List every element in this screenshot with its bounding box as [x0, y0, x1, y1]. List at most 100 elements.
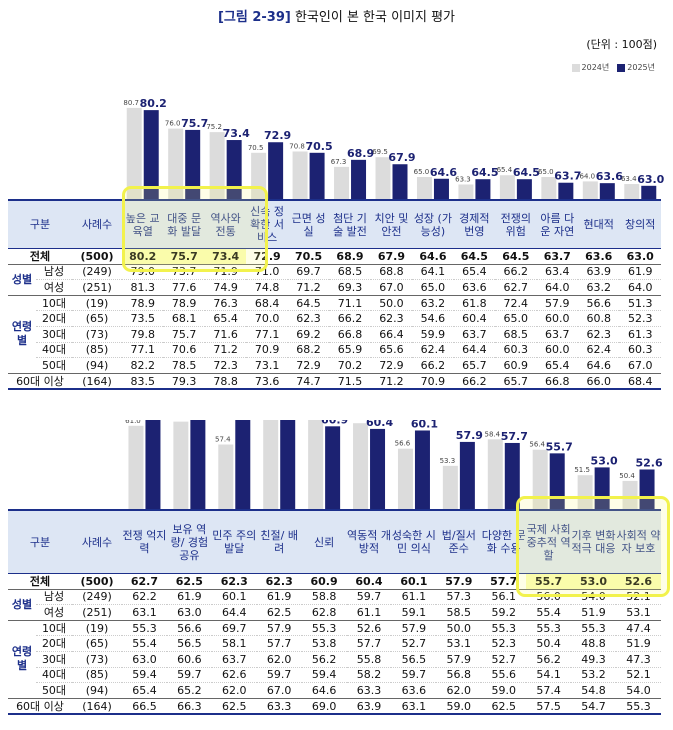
table-cell: 65.7	[453, 357, 496, 374]
bar-chart-bottom: 61.062.761.862.557.462.362.762.363.160.9…	[125, 420, 663, 509]
bar-2024	[532, 449, 548, 509]
data-label-2024: 70.5	[248, 144, 264, 152]
header-cat-9: 국제 사회 중추적 역할	[526, 509, 572, 574]
table-cell: 67.0	[370, 279, 413, 296]
table-cell: 77.1	[246, 326, 288, 343]
legend-label-2025: 2025년	[627, 63, 655, 72]
header-category: 구분	[8, 509, 72, 574]
table-cell: 59.7	[391, 667, 437, 684]
data-label-2025: 60.4	[366, 420, 393, 429]
table-cell: 78.9	[163, 294, 205, 312]
table-cell: 62.3	[370, 310, 413, 327]
table-cell: 68.4	[246, 294, 288, 312]
header-cat-7: 성장 (가능성)	[412, 199, 454, 249]
table-cell: 60.0	[536, 342, 578, 359]
table-cell: 69.2	[287, 326, 330, 343]
table-cell: 48.8	[571, 635, 616, 652]
bar-2025	[516, 179, 532, 199]
data-label-2024: 61.5	[350, 420, 366, 422]
table-cell: 50.0	[436, 619, 482, 637]
header-cat-3: 신속 정확한 서비스	[246, 199, 288, 249]
table-cell: 65.2	[166, 682, 212, 699]
header-cat-5: 첨단 기술 발전	[329, 199, 371, 249]
table-cell: 66.8	[329, 326, 371, 343]
table-cell: 68.1	[163, 310, 205, 327]
table-cell: 74.8	[246, 279, 288, 296]
table-cell: 72.9	[246, 248, 288, 265]
row-label-female: 여성	[36, 279, 72, 296]
table-cell: 54.7	[571, 697, 616, 716]
data-label-2024: 65.0	[414, 168, 430, 176]
table-cell: 64.6	[577, 357, 620, 374]
table-row-total: 전체 (500) 62.7 62.5 62.3 62.3 60.9 60.4 60.1 57.9 5…	[8, 573, 661, 590]
table-cell: 63.7	[453, 326, 496, 343]
table-cell: 55.3	[122, 619, 167, 637]
table-cell: 54.0	[615, 682, 661, 699]
row-label-a20: 20대	[36, 310, 72, 327]
data-label-2024: 61.0	[125, 420, 141, 425]
table-cell: 61.1	[346, 604, 392, 621]
header-cat-10: 기후 변화 적극 대응	[571, 509, 616, 574]
table-cell: 59.7	[256, 667, 302, 684]
row-label-a40: 40대	[36, 667, 72, 684]
table-cell: 77.6	[163, 279, 205, 296]
table-cell: 72.3	[204, 357, 247, 374]
table-cell: 68.2	[287, 342, 330, 359]
data-label-2024: 50.4	[619, 472, 635, 480]
table-cell: 70.2	[329, 357, 371, 374]
row-count-a30: (73)	[72, 326, 122, 343]
table-cell: 52.7	[481, 651, 527, 668]
table-cell: 66.0	[577, 372, 620, 391]
row-label-a30: 30대	[36, 326, 72, 343]
table-cell: 49.3	[571, 651, 616, 668]
table-cell: 80.2	[122, 248, 164, 265]
table-cell: 55.6	[481, 667, 527, 684]
table-cell: 72.9	[370, 357, 413, 374]
table-cell: 62.3	[256, 573, 302, 590]
table-cell: 57.7	[256, 635, 302, 652]
header-cat-6: 치안 및 안전	[370, 199, 413, 249]
table-cell: 63.6	[453, 279, 496, 296]
table-cell: 73.5	[122, 310, 164, 327]
table-cell: 59.1	[391, 604, 437, 621]
table-cell: 70.0	[246, 310, 288, 327]
table-cell: 71.1	[329, 294, 371, 312]
table-cell: 56.6	[166, 619, 212, 637]
data-label-2025: 57.9	[456, 429, 483, 442]
data-label-2025: 55.7	[546, 440, 573, 453]
bar-2025	[325, 426, 341, 509]
legend-item-2024: 2024년	[571, 62, 609, 73]
table-cell: 50.0	[370, 294, 413, 312]
header-cat-8: 다양한 문화 수용	[481, 509, 527, 574]
header-cat-11: 사회적 약자 보호	[615, 509, 661, 574]
table-cell: 67.0	[619, 357, 661, 374]
data-label-2024: 56.4	[529, 441, 545, 449]
table-cell: 71.2	[287, 279, 330, 296]
header-cat-8: 경제적 번영	[453, 199, 496, 249]
table-cell: 60.4	[346, 573, 392, 590]
header-cat-4: 신뢰	[301, 509, 347, 574]
bar-2024	[622, 480, 638, 509]
table-row-a40: 40대 (85) 59.4 59.7 62.6 59.7 59.4 58.2 59.7 56.8 5…	[8, 667, 661, 684]
table-cell: 61.9	[166, 588, 212, 606]
legend-swatch-2024	[571, 63, 580, 72]
group-label-a10: 연령별	[8, 294, 36, 374]
table-cell: 59.0	[436, 697, 482, 716]
data-label-2025: 64.6	[430, 166, 457, 179]
bar-2025	[190, 420, 206, 509]
table-header-row: 구분 사례수 전쟁 억지력 보유 역량/ 경험 공유 민주 주의 발달 친절/ 배려 신뢰 역…	[8, 509, 661, 574]
table-cell: 69.7	[211, 619, 257, 637]
legend-item-2025: 2025년	[617, 62, 655, 73]
table-cell: 78.5	[163, 357, 205, 374]
legend-swatch-2025	[617, 63, 626, 72]
header-cat-0: 높은 교육열	[122, 199, 164, 249]
data-label-2025: 57.7	[501, 430, 528, 443]
table-row-a20: 20대 (65) 55.4 56.5 58.1 57.7 53.8 57.7 52.7 53.1 5…	[8, 635, 661, 652]
table-cell: 54.8	[571, 682, 616, 699]
table-cell: 68.5	[495, 326, 537, 343]
header-cat-6: 성숙한 시민 의식	[391, 509, 437, 574]
table-cell: 72.9	[287, 357, 330, 374]
table-cell: 72.4	[495, 294, 537, 312]
table-cell: 63.2	[412, 294, 454, 312]
data-label-2025: 63.0	[637, 173, 664, 186]
